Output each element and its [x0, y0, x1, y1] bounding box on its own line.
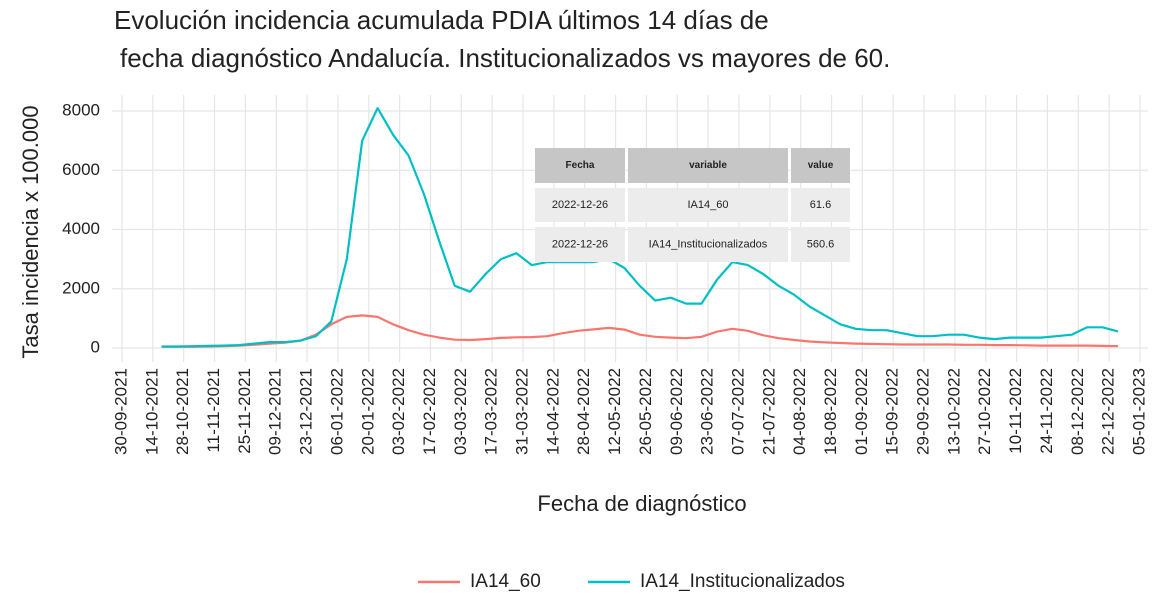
grid: 0 2000 4000 6000 8000 30-09-2021 14-10-2021 28-…: [62, 95, 1148, 455]
x-tick-label: 10-11-2022: [1006, 368, 1025, 454]
table-value: 2022-12-26: [552, 199, 608, 211]
y-tick-label: 0: [91, 337, 100, 356]
chart-title: Evolución incidencia acumulada PDIA últi…: [114, 5, 769, 35]
table-value: IA14_60: [688, 199, 729, 211]
table-header: Fecha: [566, 160, 595, 171]
x-tick-label: 31-03-2022: [513, 368, 532, 455]
table-cell: [791, 188, 850, 222]
x-tick-label: 25-11-2021: [235, 368, 254, 454]
table-value: 61.6: [810, 199, 831, 211]
x-tick-label: 04-08-2022: [790, 368, 809, 455]
table-value: 2022-12-26: [552, 238, 608, 250]
table-header: value: [808, 160, 834, 171]
table-cell: [628, 227, 788, 262]
lines: [161, 107, 1119, 348]
x-tick-label: 18-08-2022: [821, 368, 840, 455]
x-tick-label: 14-04-2022: [543, 368, 562, 455]
x-tick-label: 21-07-2022: [759, 368, 778, 455]
chart-title: fecha diagnóstico Andalucía. Institucion…: [120, 43, 890, 73]
x-tick-label: 27-10-2022: [975, 368, 994, 455]
x-tick-label: 08-12-2022: [1068, 368, 1087, 455]
table-cell: [791, 148, 850, 183]
x-tick-label: 11-11-2021: [204, 368, 223, 452]
x-tick-label: 20-01-2022: [358, 368, 377, 455]
series-line: [161, 314, 1119, 348]
x-tick-label: 26-05-2022: [636, 368, 655, 455]
x-tick-label: 13-10-2022: [944, 368, 963, 455]
x-tick-label: 07-07-2022: [728, 368, 747, 455]
y-tick-label: 2000: [62, 278, 100, 297]
table-cell: [535, 188, 625, 222]
x-tick-label: 03-03-2022: [451, 368, 470, 455]
table-cell: [535, 148, 625, 183]
legend-label: IA14_60: [470, 571, 541, 592]
x-tick-label: 23-12-2021: [297, 368, 316, 455]
x-axis-label: Fecha de diagnóstico: [537, 491, 746, 516]
x-tick-label: 23-06-2022: [698, 368, 717, 455]
y-tick-label: 8000: [62, 101, 100, 120]
x-tick-label: 28-04-2022: [574, 368, 593, 455]
x-tick-label: 15-09-2022: [883, 368, 902, 455]
x-tick-label: 01-09-2022: [852, 368, 871, 455]
table-header: variable: [689, 160, 727, 171]
y-tick-label: 6000: [62, 160, 100, 179]
series-line: [161, 107, 1119, 348]
x-tick-label: 29-09-2022: [914, 368, 933, 455]
x-tick-label: 05-01-2023: [1129, 368, 1148, 455]
tooltip: Fecha variable value 2022-12-26 IA14_60 61.6 2…: [535, 148, 850, 262]
table-cell: [628, 188, 788, 222]
table-value: IA14_Institucionalizados: [649, 238, 768, 250]
table-cell: [535, 227, 625, 262]
x-tick-label: 17-02-2022: [420, 368, 439, 455]
x-tick-label: 12-05-2022: [605, 368, 624, 455]
x-tick-label: 03-02-2022: [389, 368, 408, 455]
x-tick-label: 17-03-2022: [482, 368, 501, 455]
x-tick-label: 22-12-2022: [1099, 368, 1118, 455]
x-tick-label: 30-09-2021: [111, 368, 130, 455]
x-tick-label: 09-06-2022: [667, 368, 686, 455]
table-cell: [628, 148, 788, 183]
x-tick-label: 06-01-2022: [327, 368, 346, 455]
x-tick-label: 14-10-2021: [142, 368, 161, 455]
table-cell: [791, 227, 850, 262]
y-axis-label: Tasa incidencia x 100.000: [18, 105, 43, 358]
table-value: 560.6: [807, 238, 835, 250]
legend-label: IA14_Institucionalizados: [640, 571, 845, 592]
x-tick-label: 28-10-2021: [173, 368, 192, 455]
legend: IA14_60 IA14_Institucionalizados: [418, 571, 845, 592]
x-tick-label: 09-12-2021: [266, 368, 285, 455]
x-tick-label: 24-11-2022: [1037, 368, 1056, 454]
y-tick-label: 4000: [62, 219, 100, 238]
